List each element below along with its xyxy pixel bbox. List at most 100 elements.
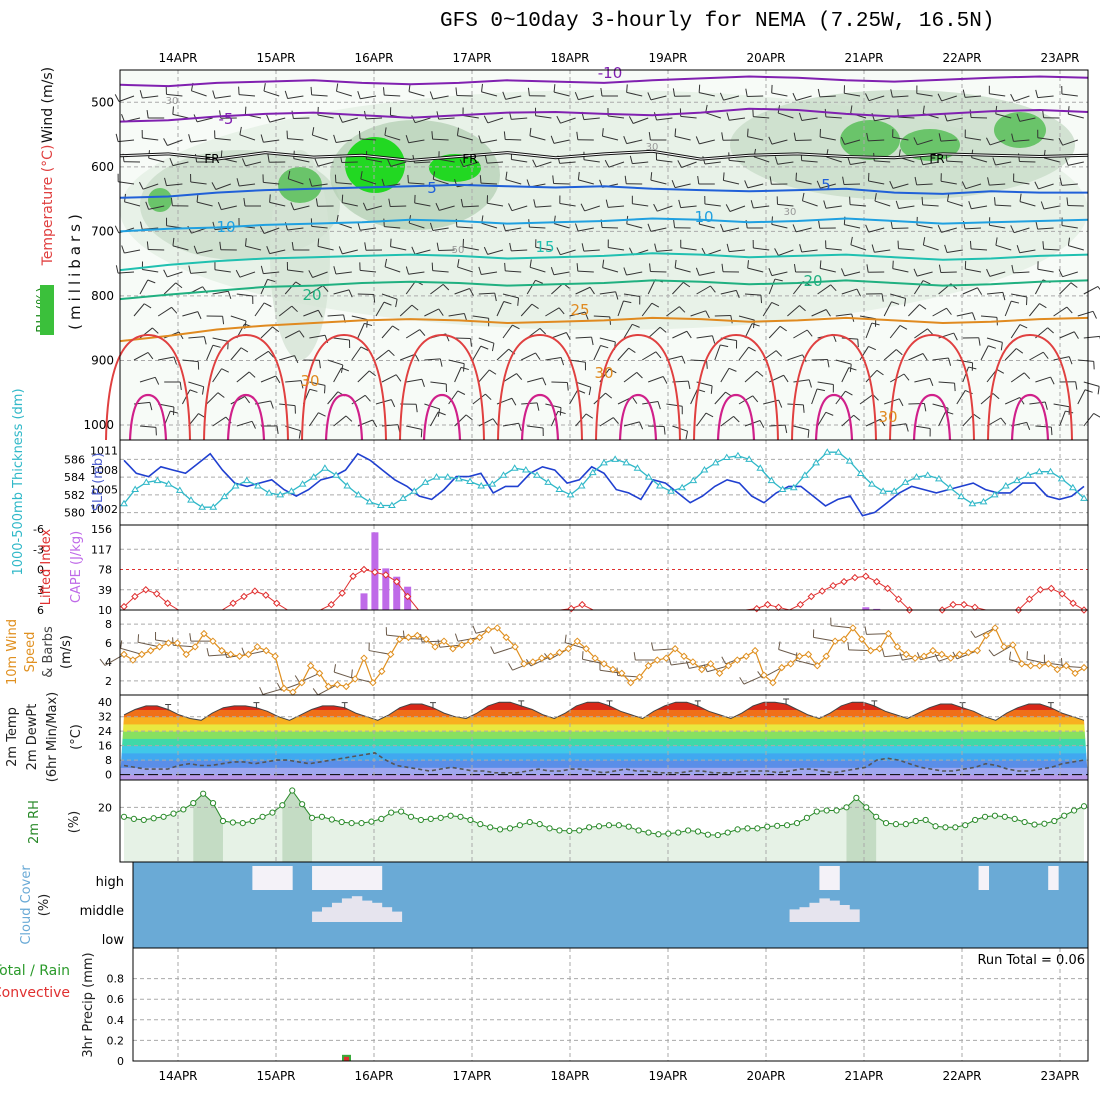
wind-barb [753,156,770,163]
wind-barb [190,181,207,185]
wind-barb-flag [1068,356,1073,365]
wind-barb-flag [360,346,369,351]
wind-barb-flag [193,245,198,254]
wind-barb [747,95,764,98]
wind-barb [965,137,982,141]
wind-barb-flag [774,278,783,282]
wind-barb [744,370,758,383]
wind-barb [941,227,957,233]
wind-barb-flag [512,324,520,330]
wind-speed-point [698,665,706,674]
wind-barb [801,117,818,121]
wind-tick-label: 2 [105,675,112,688]
wind-speed-point [1044,660,1053,668]
wind-barb-flag [1000,342,1003,351]
wind-barb [212,416,227,427]
cloud-middle-cell [351,896,363,922]
rh-point [348,820,355,827]
wind-barb [190,271,207,274]
rh-point [675,829,682,836]
wind-barb [535,115,552,119]
wind-barb-flag [508,203,513,211]
wind-barb [1061,93,1078,97]
wind-barb-flag [388,198,391,207]
wind-barb [390,246,407,251]
wind-barb-flag [756,370,764,377]
wind-speed-line [123,626,1085,693]
wind-barb [771,92,788,97]
wind-barb-flag [392,325,400,331]
wind-barb-flag [1000,417,1007,425]
pressure-tick-label: 800 [91,289,114,303]
wind-barb [535,205,552,208]
thickness-point [499,471,508,478]
cape-tick-label: 10 [98,604,112,617]
wind-speed-point [298,679,306,687]
lifted-index-tick-label: 0 [37,564,44,577]
wind-barb-flag [662,376,668,384]
wind-barb-flag [259,686,264,695]
wind-barb [1010,324,1021,339]
wind-barb-flag [556,115,561,124]
wind-barb-flag [672,88,676,97]
wind-barb [424,403,440,410]
thickness-point [678,483,687,491]
wind-barb [230,347,242,361]
wind-10m-barb [317,684,338,696]
wind-barb-flag [259,226,265,234]
thickness-point [376,501,385,508]
top-day-label: 14APR [158,51,197,65]
wind-barb [890,293,906,299]
wind-barb [172,113,189,119]
wind-barb [1077,310,1094,317]
rh-point [457,813,464,820]
wind-barb [342,249,358,255]
wind-barb [940,139,957,142]
rh-point [328,816,335,823]
wind-barb-flag [1067,106,1070,115]
wind-barb [1037,137,1054,141]
rh-point [586,824,593,831]
thickness-point [711,458,720,466]
pressure-tick-label: 900 [91,353,114,367]
wind-barb [626,223,643,229]
wind-barb-flag [726,112,730,121]
wind-speed-point [626,679,635,687]
wind-barb-flag [268,350,275,358]
wind-barb [841,288,858,295]
rh-point [289,787,296,794]
wind-barb-flag [333,266,337,275]
wind-barb-flag [1026,422,1031,431]
top-day-label: 20APR [746,51,785,65]
rh-point [516,822,523,829]
wind-barb [1083,335,1100,339]
wind-barb [124,201,141,207]
wind-barb [575,286,591,295]
wind-barb-flag [847,641,850,650]
bottom-day-label: 20APR [746,1069,785,1083]
temperature-contour-35 [422,393,462,441]
wind-barb-flag [703,664,708,672]
wind-barb [917,271,933,277]
temperature-contour-30 [497,333,583,441]
wind-barb-flag [1050,376,1055,385]
wind-barb [293,117,310,120]
wind-barb-flag [435,202,440,211]
wind-barb [922,161,939,166]
wind-barb-flag [1058,269,1063,277]
wind-speed-point [778,663,786,672]
wind-barb [932,307,947,317]
wind-barb [626,91,643,97]
wind-barb [817,412,827,427]
wind-barb [787,305,800,317]
thickness-point [254,481,262,489]
thickness-point [812,458,820,466]
rh-point [566,827,573,834]
wind-barb [787,354,803,361]
wind-speed-point [1080,663,1088,672]
wind-barb [744,323,753,339]
cape-tick-label: 39 [98,584,112,597]
wind-barb [986,291,1003,295]
lifted-index-point [1025,595,1034,603]
wind-barb-flag [730,315,733,324]
